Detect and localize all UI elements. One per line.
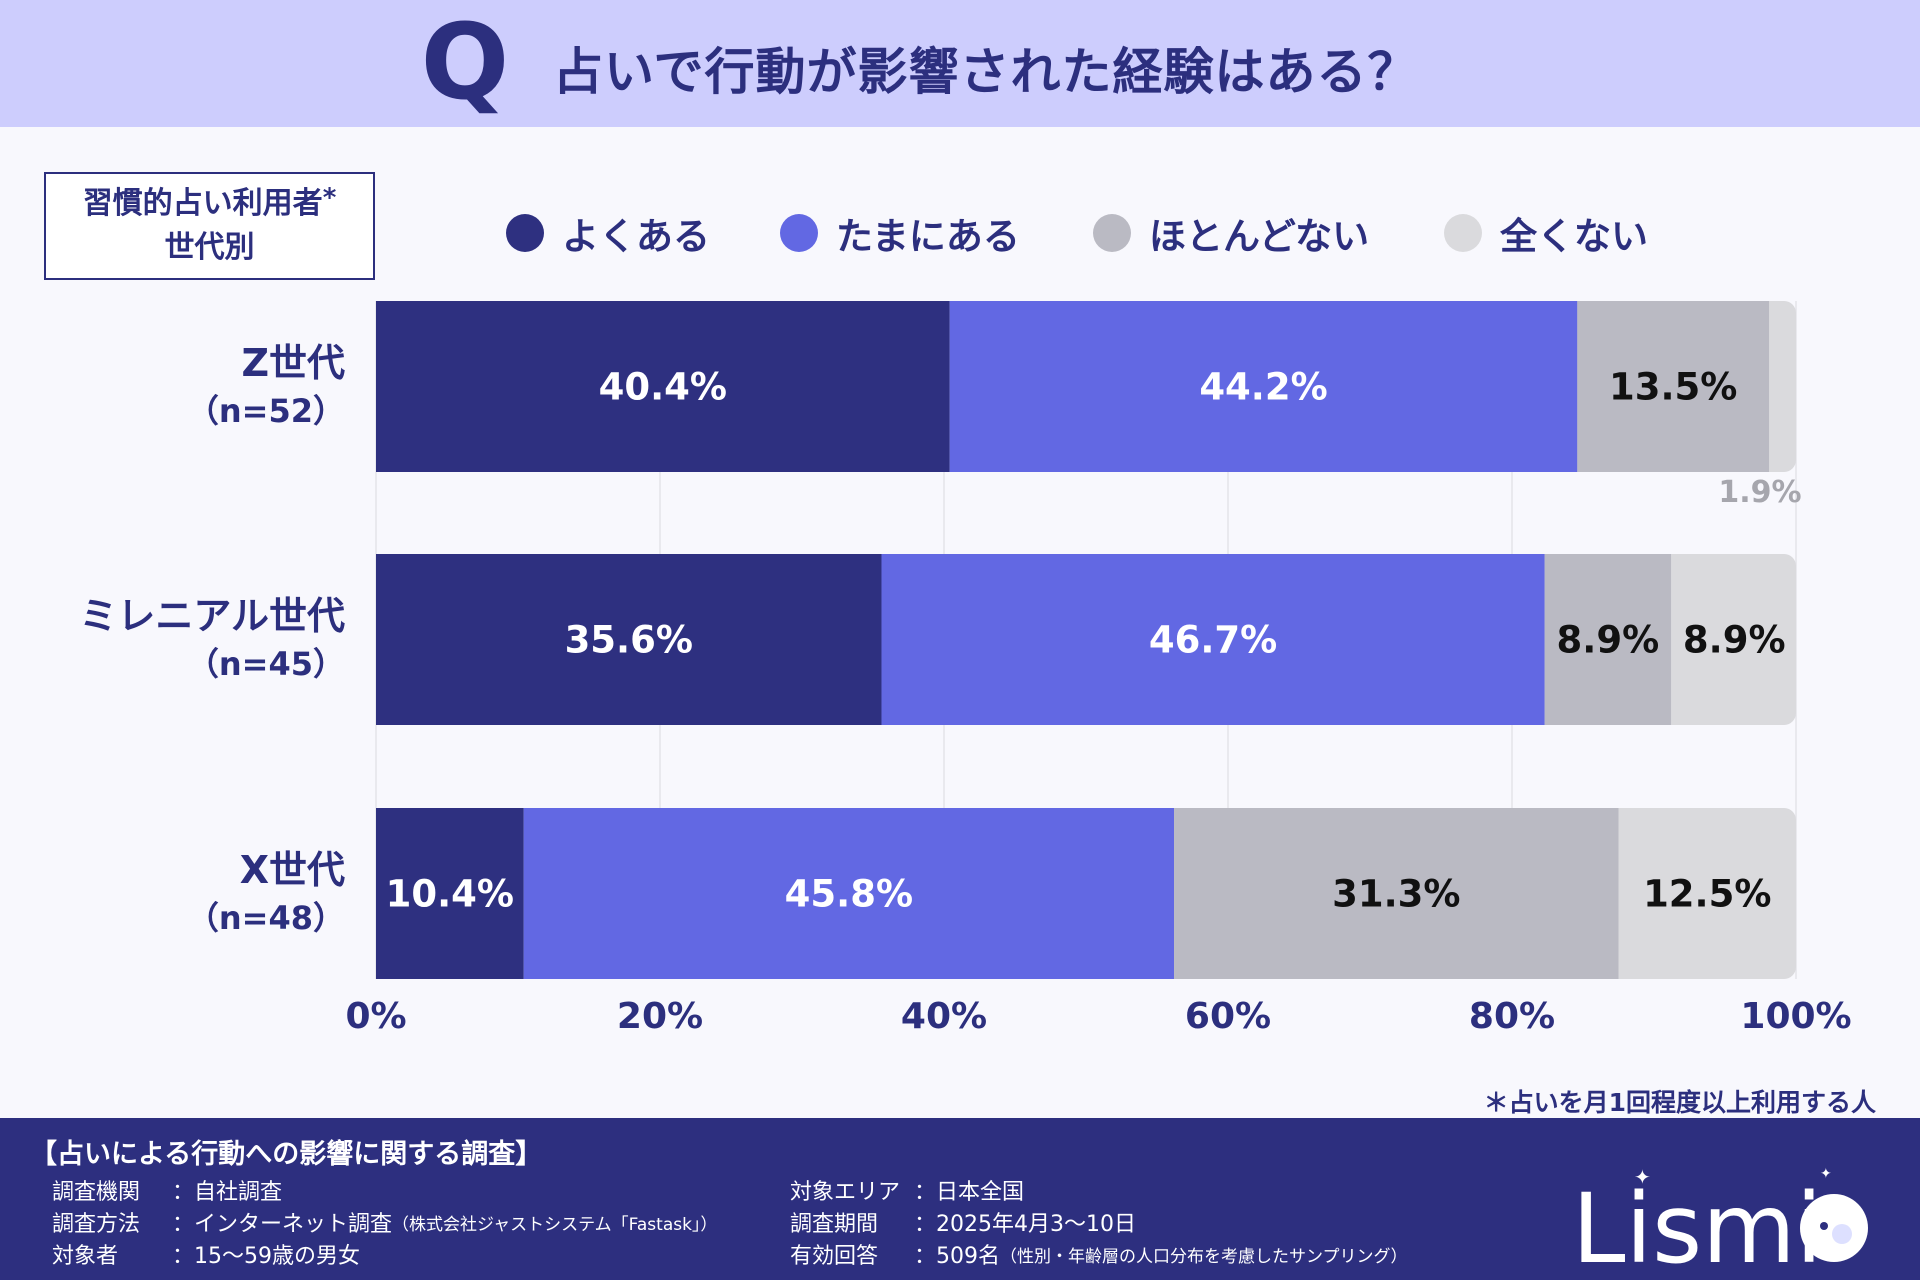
data-label: 1.9%	[1718, 475, 1801, 510]
legend-item-sometimes: たまにある	[780, 208, 1020, 258]
data-label: 13.5%	[1609, 366, 1737, 409]
legend-dot-never	[1444, 214, 1482, 252]
bar-segment	[949, 301, 1578, 472]
info-label: 対象エリア	[790, 1180, 901, 1205]
x-tick-label: 0%	[345, 996, 406, 1037]
stacked-bar-chart: 0% 20% 40% 60% 80% 100% 40.4% 44.2% 13.5% 1.9% Z世代…	[79, 301, 1852, 1037]
legend-dot-sometimes	[780, 214, 818, 252]
info-label: 調査機関	[52, 1180, 141, 1205]
group-label-line1: 習慣的占い利用者	[82, 186, 323, 221]
x-tick-label: 40%	[901, 996, 987, 1037]
logo-sparkle-icon: ✦	[1820, 1166, 1832, 1182]
legend-dot-often	[506, 214, 544, 252]
chart-legend: よくある たまにある ほとんどない 全くない	[0, 208, 1920, 258]
page-title: 占いで行動が影響された経験はある？	[553, 43, 1419, 101]
q-letter: Q	[421, 8, 509, 118]
logo-sparkle-icon: ✦	[1634, 1165, 1651, 1189]
x-tick-label: 20%	[617, 996, 703, 1037]
survey-title: 【占いによる行動への影響に関する調査】	[30, 1139, 543, 1170]
info-row-area: 対象エリア ：日本全国	[790, 1174, 1024, 1206]
info-value: ：15～59歳の男女	[172, 1244, 360, 1269]
x-tick-label: 60%	[1185, 996, 1271, 1037]
data-label: 46.7%	[1149, 619, 1277, 662]
group-label-box: 習慣的占い利用者* 世代別	[44, 172, 375, 280]
bar-segment	[376, 554, 882, 725]
bar-segment	[1174, 808, 1619, 979]
info-sub: （性別・年齢層の人口分布を考慮したサンプリング）	[1000, 1247, 1408, 1267]
data-label: 35.6%	[565, 619, 693, 662]
data-label: 8.9%	[1557, 619, 1660, 662]
info-value: ：509名	[914, 1244, 1000, 1269]
q-icon: Q	[421, 8, 509, 118]
lismi-logo: Lismi ✦ ✦	[1572, 1165, 1868, 1274]
bar-segment	[881, 554, 1545, 725]
x-tick-label: 80%	[1469, 996, 1555, 1037]
legend-item-never: 全くない	[1444, 208, 1648, 258]
info-label: 調査期間	[790, 1212, 879, 1237]
category-n-label: （n=45）	[187, 645, 345, 683]
group-label-asterisk: *	[322, 183, 337, 213]
info-row-agency: 調査機関 ：自社調査	[52, 1174, 282, 1206]
info-label: 調査方法	[52, 1212, 141, 1237]
bar-segment	[376, 808, 524, 979]
legend-item-often: よくある	[506, 208, 710, 258]
bar-segment	[1544, 554, 1672, 725]
info-label: 対象者	[52, 1244, 119, 1269]
category-n-label: （n=52）	[187, 392, 345, 430]
info-value: ：2025年4月3～10日	[914, 1212, 1136, 1237]
category-n-label: （n=48）	[187, 899, 345, 937]
data-label: 10.4%	[386, 873, 514, 916]
bar-segment	[1577, 301, 1770, 472]
group-label-line2: 世代別	[164, 230, 255, 265]
info-sub: （株式会社ジャストシステム「Fastask」）	[392, 1215, 718, 1235]
survey-footer: 【占いによる行動への影響に関する調査】 調査機関 ：自社調査 調査方法 ：インタ…	[0, 1118, 1920, 1280]
category-label: ミレニアル世代	[79, 594, 345, 638]
legend-label-often: よくある	[562, 215, 710, 258]
legend-label-sometimes: たまにある	[836, 215, 1020, 258]
info-value: ：自社調査	[172, 1180, 283, 1205]
category-label: Z世代	[241, 341, 345, 385]
x-tick-label: 100%	[1740, 996, 1851, 1037]
info-row-period: 調査期間 ：2025年4月3～10日	[790, 1206, 1136, 1238]
legend-label-never: 全くない	[1500, 215, 1648, 258]
header-banner: Q 占いで行動が影響された経験はある？	[0, 0, 1920, 127]
bar-segment	[523, 808, 1175, 979]
data-label: 8.9%	[1683, 619, 1786, 662]
info-row-responses: 有効回答 ：509名 （性別・年齢層の人口分布を考慮したサンプリング）	[790, 1238, 1408, 1270]
data-label: 31.3%	[1332, 873, 1460, 916]
info-label: 有効回答	[790, 1244, 879, 1269]
bar-segment	[376, 301, 950, 472]
logo-text: Lismi	[1572, 1173, 1822, 1274]
category-label: X世代	[240, 848, 345, 892]
data-label: 45.8%	[785, 873, 913, 916]
data-label: 12.5%	[1643, 873, 1771, 916]
info-value: ：インターネット調査	[172, 1212, 393, 1237]
legend-item-rarely: ほとんどない	[1093, 208, 1369, 258]
data-label: 40.4%	[599, 366, 727, 409]
info-row-target: 対象者 ：15～59歳の男女	[52, 1238, 360, 1270]
info-row-method: 調査方法 ：インターネット調査 （株式会社ジャストシステム「Fastask」）	[52, 1206, 717, 1238]
legend-dot-rarely	[1093, 214, 1131, 252]
data-label: 44.2%	[1199, 366, 1327, 409]
legend-label-rarely: ほとんどない	[1149, 215, 1370, 258]
footnote: ＊占いを月1回程度以上利用する人	[1483, 1088, 1876, 1117]
info-value: ：日本全国	[914, 1180, 1025, 1205]
